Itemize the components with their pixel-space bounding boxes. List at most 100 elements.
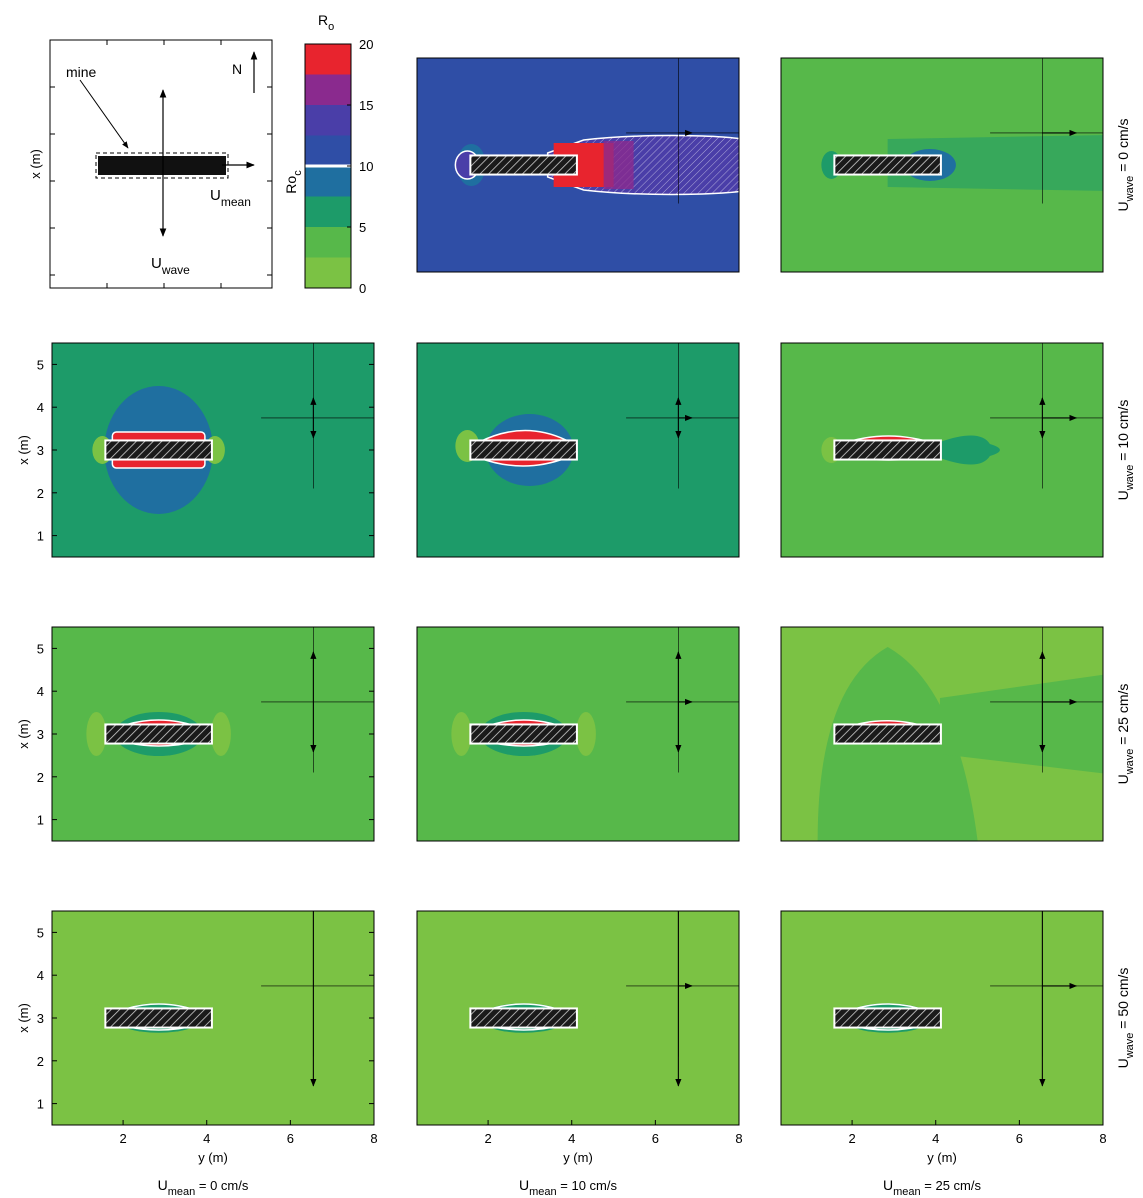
colorbar-level-3 — [305, 166, 351, 197]
column-labels: Umean = 0 cm/s Umean = 10 cm/s Umean = 25 … — [158, 1177, 982, 1198]
panel-r3-c2: 2 4 6 8 y (m) — [780, 910, 1107, 1165]
column-label-suffix: = 0 cm/s — [195, 1178, 249, 1193]
panel-r0-c2 — [780, 57, 1104, 273]
panel-content — [815, 911, 1103, 1087]
upstream-lobe — [451, 712, 472, 756]
panel-content — [92, 343, 374, 514]
row-label-sub: wave — [1124, 749, 1136, 776]
mine-body — [106, 441, 211, 459]
colorbar-title-main: R — [318, 12, 328, 28]
mine-body — [471, 1009, 576, 1027]
panel-content — [821, 58, 1103, 204]
downstream-lobe — [575, 1004, 596, 1032]
row-label-suffix: = 50 cm/s — [1115, 968, 1131, 1033]
wake-transition-zone — [603, 141, 634, 189]
column-label-1: Umean = 10 cm/s — [519, 1177, 617, 1198]
row-label-suffix: = 0 cm/s — [1115, 119, 1131, 176]
panel-frame — [416, 342, 740, 558]
ytick-label-3: 4 — [37, 684, 44, 699]
xtick-label-0: 2 — [484, 1131, 491, 1146]
colorbar-label-main: Ro — [283, 176, 299, 194]
ytick-label-3: 4 — [37, 968, 44, 983]
ytick-label-0: 1 — [37, 1097, 44, 1112]
y-axis-label: x (m) — [16, 435, 31, 465]
xtick-label-1: 4 — [568, 1131, 575, 1146]
schematic-ylabel: x (m) — [28, 149, 43, 179]
xtick-label-3: 8 — [1099, 1131, 1106, 1146]
panel-r0-c1 — [416, 57, 740, 273]
downstream-lobe — [210, 712, 231, 756]
column-label-suffix: = 10 cm/s — [557, 1178, 618, 1193]
xtick-label-0: 2 — [848, 1131, 855, 1146]
panel-content — [451, 911, 739, 1087]
panel-r1-c1 — [416, 342, 740, 558]
colorbar-title: Ro — [318, 12, 334, 33]
panel-frame — [780, 342, 1104, 558]
x-axis-label: y (m) — [563, 1150, 593, 1165]
panel-r2-c2 — [780, 626, 1104, 842]
upstream-lobe — [815, 1004, 836, 1032]
colorbar-tick-label-4: 20 — [359, 37, 373, 52]
row-label-main: U — [1115, 490, 1131, 500]
mine-body — [471, 441, 576, 459]
schematic-ticks — [50, 40, 272, 288]
ytick-label-1: 2 — [37, 1054, 44, 1069]
upstream-lobe — [451, 1004, 472, 1032]
panel-r3-c1: 2 4 6 8 y (m) — [416, 910, 743, 1165]
downstream-lobe — [210, 1004, 231, 1032]
xtick-label-2: 6 — [1016, 1131, 1023, 1146]
colorbar-label-sub: c — [292, 170, 304, 176]
ytick-label-2: 3 — [37, 727, 44, 742]
mine-pointer-arrow — [79, 79, 129, 149]
panel-r1-c2 — [780, 342, 1104, 558]
xtick-label-1: 4 — [932, 1131, 939, 1146]
mine-body — [106, 725, 211, 743]
colorbar-tick-label-1: 5 — [359, 220, 366, 235]
y-axis-label: x (m) — [16, 719, 31, 749]
panel-content — [817, 627, 1103, 841]
schematic-umean-main: U — [210, 187, 221, 204]
column-label-sub: mean — [168, 1186, 196, 1198]
column-label-main: U — [883, 1177, 893, 1193]
upstream-lobe — [86, 1004, 107, 1032]
panel-r2-c0: 1 2 3 4 5 x (m) — [16, 626, 375, 842]
schematic-umean-sub: mean — [221, 195, 251, 209]
mine-body — [835, 156, 940, 174]
colorbar-ticks: 0 5 10 15 20 — [347, 37, 373, 296]
panel-content — [454, 58, 739, 204]
column-label-suffix: = 25 cm/s — [921, 1178, 982, 1193]
column-label-sub: mean — [893, 1186, 921, 1198]
mine-body — [471, 156, 576, 174]
ytick-label-0: 1 — [37, 813, 44, 828]
row-label-suffix: = 10 cm/s — [1115, 400, 1131, 465]
ytick-label-3: 4 — [37, 400, 44, 415]
mine-body — [106, 1009, 211, 1027]
mine-body — [835, 1009, 940, 1027]
schematic-umean-label: Umean — [210, 187, 251, 209]
row-label-2: Uwave = 25 cm/s — [1115, 684, 1136, 785]
xtick-label-2: 6 — [287, 1131, 294, 1146]
xtick-label-3: 8 — [735, 1131, 742, 1146]
upstream-lobe — [86, 712, 107, 756]
colorbar-label: Roc — [283, 170, 304, 194]
colorbar-tick-label-2: 10 — [359, 159, 373, 174]
panel-r3-c0: 1 2 3 4 5 x (m) 2 4 6 8 y (m) — [16, 910, 378, 1165]
schematic-mine-label: mine — [66, 64, 97, 80]
xtick-label-3: 8 — [370, 1131, 377, 1146]
schematic-uwave-main: U — [151, 255, 162, 272]
row-label-sub: wave — [1124, 1033, 1136, 1060]
schematic-uwave-label: Uwave — [151, 255, 190, 277]
downstream-wake — [939, 674, 1103, 774]
panel-r1-c0: 1 2 3 4 5 x (m) — [16, 342, 375, 558]
ytick-label-4: 5 — [37, 925, 44, 940]
column-label-sub: mean — [529, 1186, 557, 1198]
panel-frame — [416, 626, 740, 842]
colorbar-level-0 — [305, 257, 351, 288]
ytick-label-4: 5 — [37, 357, 44, 372]
mine-body — [471, 725, 576, 743]
ytick-label-1: 2 — [37, 486, 44, 501]
downstream-lobe — [575, 712, 596, 756]
colorbar-title-sub: o — [328, 21, 334, 33]
